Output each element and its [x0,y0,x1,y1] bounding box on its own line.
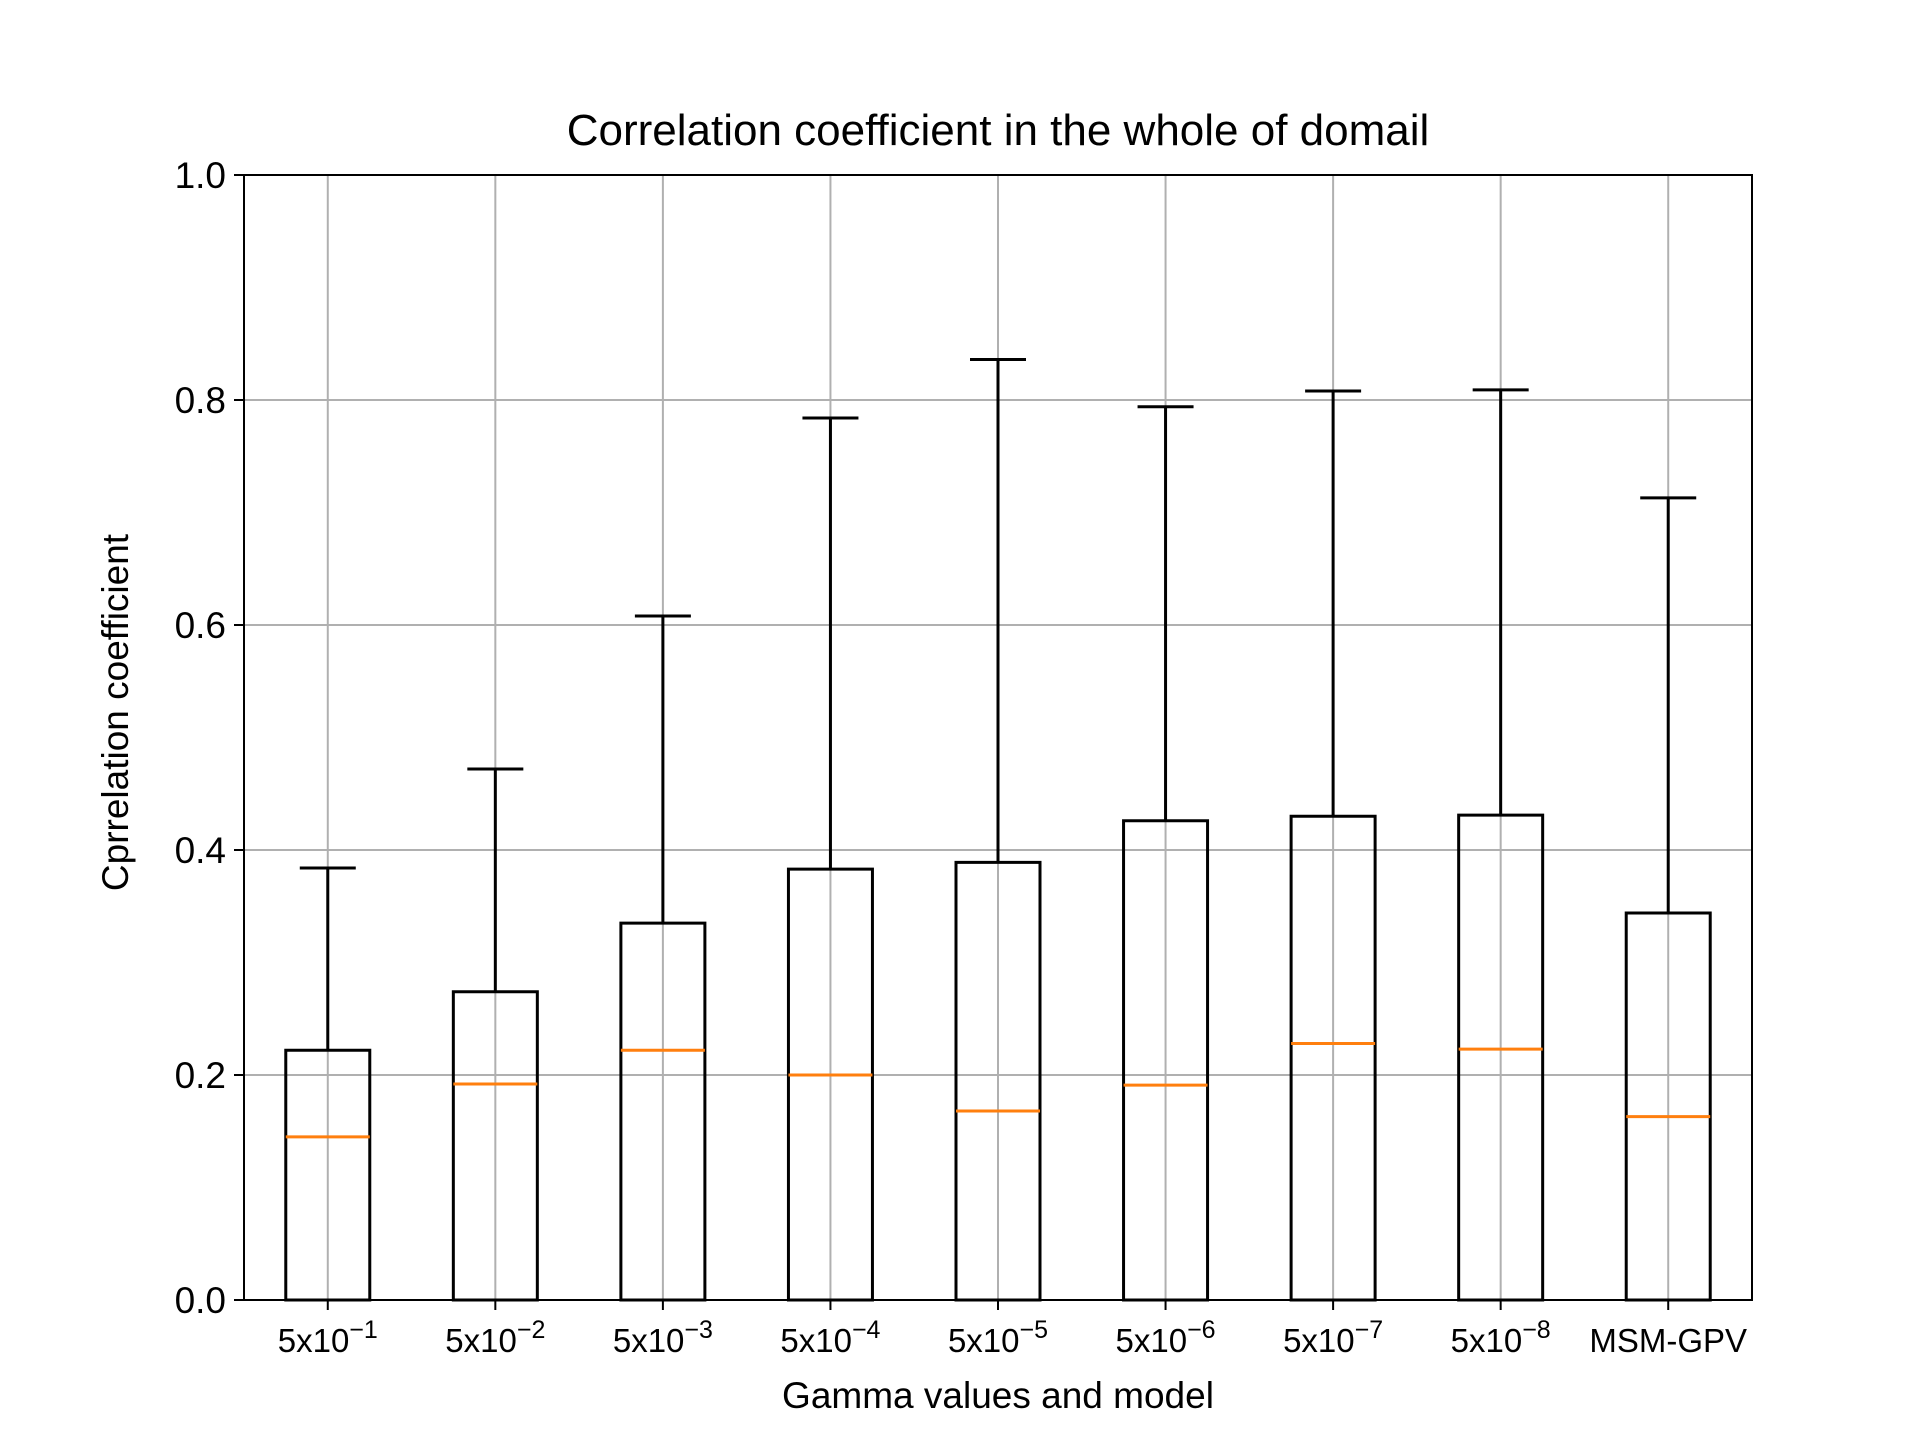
box-layer [284,358,1712,1302]
x-tick-label: 5x10−1 [278,1316,378,1359]
x-tick-label: 5x10−7 [1283,1316,1383,1359]
y-tick-label: 0.2 [175,1055,226,1096]
y-tick-label: 0.4 [175,830,226,871]
x-tick-label: 5x10−8 [1451,1316,1551,1359]
x-tick-label: MSM-GPV [1589,1322,1747,1359]
y-tick-label: 0.8 [175,380,226,421]
x-tick-label: 5x10−6 [1116,1316,1216,1359]
y-tick-label: 0.6 [175,605,226,646]
y-tick-label: 0.0 [175,1280,226,1321]
chart-title: Correlation coefficient in the whole of … [567,106,1430,155]
x-tick-label: 5x10−3 [613,1316,713,1359]
y-tick-label: 1.0 [175,155,226,196]
box-group [451,767,539,1302]
x-tick-label: 5x10−5 [948,1316,1048,1359]
x-axis-label: Gamma values and model [782,1375,1214,1416]
y-axis-label: Cprrelation coefficient [95,533,136,891]
x-tick-label: 5x10−4 [780,1316,880,1359]
x-tick-label: 5x10−2 [445,1316,545,1359]
tick-layer: 0.0 0.2 0.4 0.6 0.8 1.0 5x10−1 5x10−2 5x10−3 5x10… [175,155,1747,1359]
